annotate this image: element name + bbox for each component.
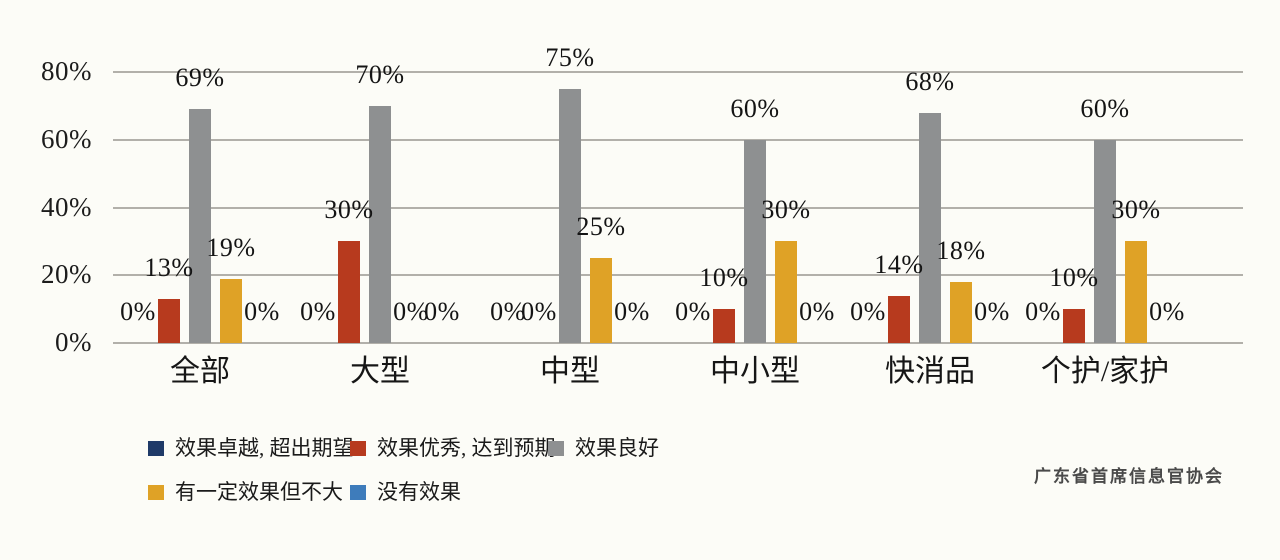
bar-效果优秀, 达到预期-中小型 (713, 309, 735, 343)
category-label-中型: 中型 (540, 355, 600, 388)
data-label: 25% (576, 212, 626, 242)
data-label: 30% (1111, 195, 1161, 225)
grouped-bar-chart: 0% 20% 40% 60% 80% 0% 0% 0% 0% 0% 0% 13% 30% 0% 10% 14%… (41, 42, 1243, 388)
legend-label: 没有效果 (377, 480, 461, 504)
data-label: 0% (521, 297, 557, 326)
data-label: 30% (761, 195, 811, 225)
bar-效果良好-中型 (559, 88, 581, 343)
data-label: 0% (120, 297, 156, 326)
legend-item-效果卓越, 超出期望: 效果卓越, 超出期望 (148, 436, 354, 460)
bar-效果优秀, 达到预期-快消品 (888, 295, 910, 343)
bar-效果良好-大型 (369, 105, 391, 343)
data-label: 75% (545, 42, 595, 72)
data-label: 0% (424, 297, 460, 326)
data-label: 13% (144, 252, 194, 282)
data-label: 0% (850, 297, 886, 326)
y-axis-tick-label: 0% (55, 327, 92, 357)
legend-label: 效果卓越, 超出期望 (175, 436, 354, 460)
source-attribution: 广东省首席信息官协会 (1034, 467, 1224, 486)
data-label: 0% (675, 297, 711, 326)
legend-swatch (148, 440, 164, 456)
data-label: 69% (175, 63, 225, 93)
bar-效果优秀, 达到预期-个护/家护 (1063, 309, 1085, 343)
data-label: 0% (614, 297, 650, 326)
y-axis-tick-label: 60% (41, 123, 92, 154)
data-label: 60% (730, 93, 780, 123)
legend-swatch (548, 440, 564, 456)
data-label: 68% (905, 66, 955, 96)
gridline-80 (113, 71, 1243, 73)
category-label-全部: 全部 (170, 355, 230, 388)
data-label: 18% (936, 236, 986, 266)
data-label: 0% (490, 297, 526, 326)
legend-item-效果良好: 效果良好 (548, 436, 659, 460)
data-label: 0% (1025, 297, 1061, 326)
bar-有一定效果但不大-快消品 (950, 282, 972, 343)
gridline-20 (113, 274, 1243, 277)
chart-legend: 效果卓越, 超出期望 效果优秀, 达到预期 效果良好有一定效果但不大 没有效果 (0, 0, 1280, 504)
data-label: 60% (1080, 93, 1130, 123)
data-label: 10% (1049, 263, 1099, 293)
legend-item-有一定效果但不大: 有一定效果但不大 (148, 480, 343, 504)
category-label-大型: 大型 (350, 355, 410, 388)
bar-有一定效果但不大-中型 (590, 258, 612, 343)
gridline-40 (113, 206, 1243, 209)
legend-swatch (350, 440, 366, 456)
data-label: 30% (324, 195, 374, 225)
bar-效果良好-全部 (189, 109, 211, 343)
bar-有一定效果但不大-个护/家护 (1125, 241, 1147, 343)
data-label: 10% (699, 263, 749, 293)
data-label: 0% (393, 297, 429, 326)
legend-item-效果优秀, 达到预期: 效果优秀, 达到预期 (350, 436, 556, 460)
legend-swatch (148, 484, 164, 500)
gridline-60 (113, 138, 1243, 141)
bar-效果良好-中小型 (744, 139, 766, 343)
category-label-个护/家护: 个护/家护 (1040, 355, 1170, 388)
data-label: 19% (206, 232, 256, 262)
bar-有一定效果但不大-中小型 (775, 241, 797, 343)
bar-效果良好-个护/家护 (1094, 139, 1116, 343)
legend-label: 有一定效果但不大 (175, 480, 343, 504)
gridline-0 (113, 342, 1243, 344)
data-label: 70% (355, 59, 405, 89)
bar-效果良好-快消品 (919, 112, 941, 343)
y-axis-tick-label: 80% (41, 56, 92, 86)
category-label-快消品: 快消品 (885, 355, 975, 388)
bar-有一定效果但不大-全部 (220, 278, 242, 343)
category-label-中小型: 中小型 (710, 355, 800, 388)
legend-swatch (350, 484, 366, 500)
data-label: 0% (300, 297, 336, 326)
legend-label: 效果良好 (575, 436, 659, 460)
data-label: 14% (874, 249, 924, 279)
legend-label: 效果优秀, 达到预期 (377, 436, 556, 460)
data-label: 0% (1149, 297, 1185, 326)
bar-效果优秀, 达到预期-全部 (158, 298, 180, 343)
legend-item-没有效果: 没有效果 (350, 480, 461, 504)
y-axis-tick-label: 20% (41, 259, 92, 290)
y-axis-tick-label: 40% (41, 191, 92, 222)
data-label: 0% (974, 297, 1010, 326)
data-label: 0% (799, 297, 835, 326)
data-label: 0% (244, 297, 280, 326)
bar-效果优秀, 达到预期-大型 (338, 241, 360, 343)
